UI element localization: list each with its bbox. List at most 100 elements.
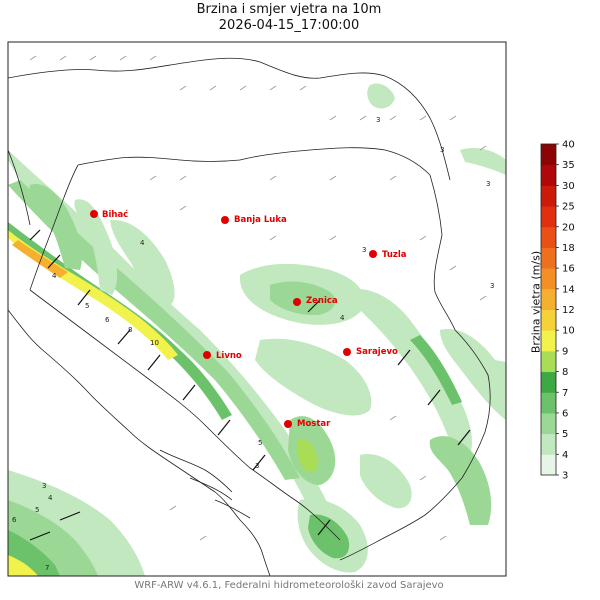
city-label: Livno [216, 351, 242, 361]
contour-label: 6 [105, 316, 110, 324]
city-marker [293, 298, 301, 306]
city-banja-luka[interactable]: Banja Luka [221, 215, 287, 225]
colorbar-tick-label: 3 [562, 471, 568, 482]
city-marker [221, 216, 229, 224]
colorbar-tick-label: 4 [562, 450, 568, 461]
contour-label: 4 [48, 494, 53, 502]
contour-label: 5 [258, 439, 262, 447]
colorbar-segment [541, 371, 556, 393]
wind-arrow [439, 535, 447, 541]
strong-wind-arrow [427, 389, 441, 406]
colorbar-tick-label: 12 [562, 305, 575, 316]
strong-wind-arrow [182, 384, 196, 401]
wind-arrow [149, 55, 157, 61]
wind-arrow [449, 115, 457, 121]
colorbar-tick-label: 25 [562, 202, 575, 213]
wind-arrow [169, 505, 177, 511]
contour-label: 4 [340, 314, 345, 322]
city-livno[interactable]: Livno [203, 351, 242, 361]
wind-arrow [179, 175, 187, 181]
colorbar-tick-label: 16 [562, 264, 575, 275]
wind-arrow [179, 85, 187, 91]
strong-wind-arrow [77, 289, 91, 306]
border-river-sava [77, 156, 241, 166]
strong-wind-arrow [59, 511, 81, 521]
colorbar: 3 4 5 6 7 8 9 10 12 14 16 18 20 25 30 35 40 [540, 140, 575, 482]
city-label: Mostar [297, 419, 331, 429]
city-label: Tuzla [382, 250, 407, 260]
contour-label: 3 [486, 180, 490, 188]
strong-wind-arrow [47, 254, 61, 269]
map-frame [7, 41, 507, 577]
wind-arrow [329, 115, 337, 121]
contour-label: 5 [35, 506, 39, 514]
colorbar-tick-label: 6 [562, 408, 568, 419]
city-label: Sarajevo [356, 347, 398, 357]
map-area: 3 3 3 3 3 4 4 5 6 8 10 3 4 5 6 7 3 5 4 B… [8, 55, 506, 576]
map-title-line1: Brzina i smjer vjetra na 10m [196, 2, 382, 17]
colorbar-segment [541, 330, 556, 352]
wind-arrow [269, 85, 277, 91]
island-1 [159, 449, 233, 493]
city-marker [203, 351, 211, 359]
colorbar-segment [541, 206, 556, 228]
city-bihac[interactable]: Bihać [90, 209, 128, 220]
wind-arrow [389, 175, 397, 181]
contour-label: 8 [128, 326, 132, 334]
wind-arrow [329, 175, 337, 181]
contour-label: 6 [12, 516, 17, 524]
wind-arrow [199, 535, 207, 541]
wind-arrow [419, 235, 427, 241]
map-title: Brzina i smjer vjetra na 10m 2026-04-15_… [0, 2, 578, 34]
wind-arrow [449, 265, 457, 271]
colorbar-segment [541, 144, 556, 166]
city-tuzla[interactable]: Tuzla [369, 250, 407, 260]
city-label: Banja Luka [234, 215, 287, 225]
wind-arrow [419, 475, 427, 481]
contour-label: 3 [376, 116, 380, 124]
wind-arrow [419, 115, 427, 121]
city-marker [369, 250, 377, 258]
colorbar-label: Brzina vjetra (m/s) [529, 250, 543, 354]
colorbar-segment [541, 454, 556, 476]
colorbar-tick-label: 30 [562, 181, 575, 192]
colorbar-tick-label: 10 [562, 326, 575, 337]
strong-wind-arrow [307, 299, 321, 313]
colorbar-segment [541, 309, 556, 331]
contour-labels: 3 3 3 3 3 4 4 5 6 8 10 3 4 5 6 7 3 5 4 [12, 116, 494, 572]
wind-arrow [389, 415, 397, 421]
cities: Bihać Banja Luka Tuzla Zenica Livno Sara… [90, 209, 407, 429]
wind-arrow [269, 175, 277, 181]
wind-arrow [179, 205, 187, 211]
strong-wind-arrow [29, 229, 41, 241]
strong-wind-arrow [252, 454, 266, 471]
colorbar-segment [541, 247, 556, 269]
city-mostar[interactable]: Mostar [284, 419, 331, 429]
coastline-3 [239, 519, 271, 576]
contour-label: 4 [140, 239, 145, 247]
strong-wind-arrow [117, 329, 131, 345]
strong-wind-vectors [29, 229, 471, 541]
strong-wind-arrow [147, 354, 161, 371]
colorbar-tick-label: 35 [562, 160, 575, 171]
city-marker [90, 210, 98, 218]
wind-vectors [29, 55, 487, 541]
footer-credit: WRF-ARW v4.6.1, Federalni hidrometeorolo… [134, 580, 444, 591]
colorbar-segment [541, 288, 556, 310]
border-southwest [29, 289, 251, 469]
wind-arrow [359, 115, 367, 121]
border-south [339, 477, 463, 561]
contour-label: 7 [45, 564, 49, 572]
city-marker [343, 348, 351, 356]
colorbar-tick-label: 40 [562, 140, 575, 151]
city-zenica[interactable]: Zenica [293, 296, 338, 306]
border-north-2 [239, 147, 431, 176]
contour-label: 3 [490, 282, 494, 290]
contour-label: 5 [85, 302, 89, 310]
colorbar-segment [541, 185, 556, 207]
city-label: Zenica [306, 296, 338, 306]
contour-label: 3 [255, 462, 259, 470]
city-sarajevo[interactable]: Sarajevo [343, 347, 398, 357]
colorbar-segment [541, 164, 556, 186]
